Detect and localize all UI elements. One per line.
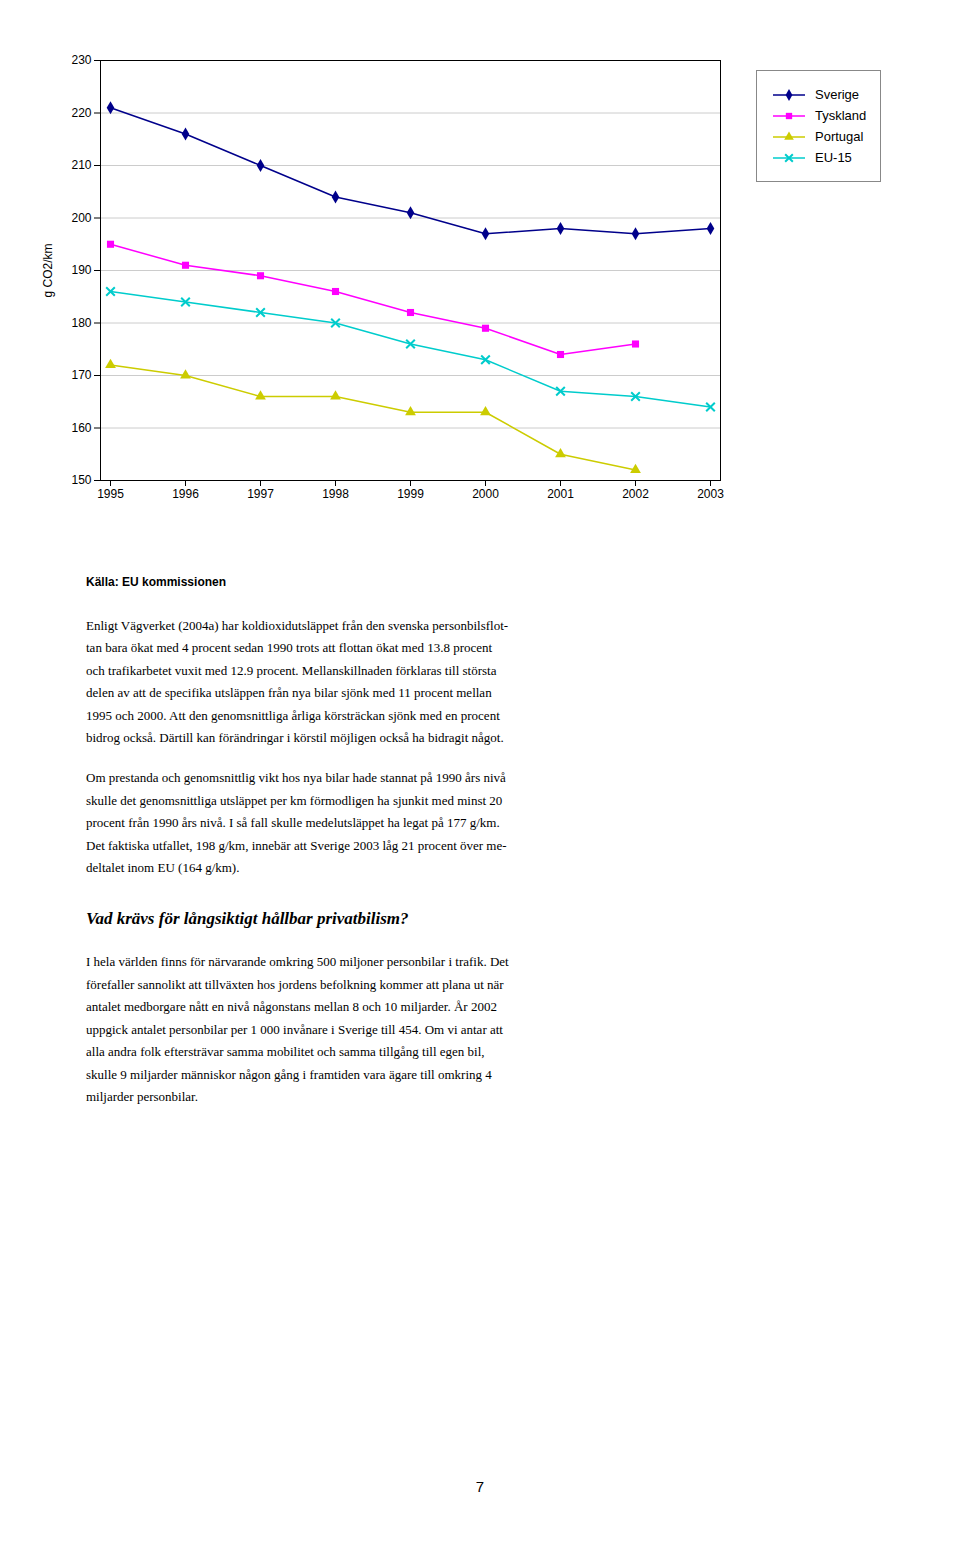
svg-text:150: 150 — [71, 473, 91, 487]
html-text:Portugal: Portugal — [815, 129, 864, 144]
html-text:Om prestanda och genomsnittlig: Om prestanda och genomsnittlig vikt hos … — [86, 770, 506, 786]
html-text:7: 7 — [475, 1478, 485, 1495]
html-text:antalet medborgare nått en niv: antalet medborgare nått en nivå någonsta… — [86, 999, 497, 1015]
svg-text:1996: 1996 — [172, 487, 199, 501]
html-text:uppgick antalet personbilar pe: uppgick antalet personbilar per 1 000 in… — [86, 1021, 503, 1037]
svg-text:2003: 2003 — [697, 487, 724, 501]
svg-text:2001: 2001 — [547, 487, 574, 501]
svg-text:230: 230 — [71, 53, 91, 67]
html-text:Vad krävs för långsiktigt håll: Vad krävs för långsiktigt hållbar privat… — [86, 909, 409, 929]
html-text:tan bara ökat med 4 procent se: tan bara ökat med 4 procent sedan 1990 t… — [86, 640, 493, 656]
html-text:I hela världen finns för närva: I hela världen finns för närvarande omkr… — [86, 954, 509, 970]
html-text:skulle det genomsnittliga utsl: skulle det genomsnittliga utsläppet per … — [86, 792, 503, 808]
svg-text:1995: 1995 — [97, 487, 124, 501]
svg-text:170: 170 — [71, 368, 91, 382]
html-text:skulle 9 miljarder människor n: skulle 9 miljarder människor någon gång … — [86, 1066, 492, 1082]
html-text:Tyskland: Tyskland — [815, 108, 867, 123]
svg-text:210: 210 — [71, 158, 91, 172]
html-text:alla andra folk eftersträvar s: alla andra folk eftersträvar samma mobil… — [86, 1044, 485, 1060]
svg-text:160: 160 — [71, 421, 91, 435]
svg-text:g CO2/km: g CO2/km — [41, 243, 55, 297]
html-text:delen av att de specifika utsl: delen av att de specifika utsläppen från… — [86, 685, 492, 701]
html-text:förefaller sannolikt att tillv: förefaller sannolikt att tillväxten hos … — [86, 976, 504, 992]
html-text:Sverige: Sverige — [815, 87, 860, 102]
html-text:EU-15: EU-15 — [815, 150, 852, 165]
svg-text:1998: 1998 — [322, 487, 349, 501]
html-text:1995 och 2000. Att den genomsn: 1995 och 2000. Att den genomsnittliga år… — [86, 707, 500, 723]
svg-text:200: 200 — [71, 211, 91, 225]
html-text:Källa: EU kommissionen: Källa: EU kommissionen — [86, 575, 226, 589]
svg-text:220: 220 — [71, 106, 91, 120]
html-text:bidrog också. Därtill kan förä: bidrog också. Därtill kan förändringar i… — [86, 730, 504, 745]
html-text:och trafikarbetet vuxit med 12: och trafikarbetet vuxit med 12.9 procent… — [86, 662, 497, 678]
svg-text:2002: 2002 — [622, 487, 649, 501]
svg-text:1997: 1997 — [247, 487, 274, 501]
svg-text:190: 190 — [71, 263, 91, 277]
svg-text:180: 180 — [71, 316, 91, 330]
html-text:Det faktiska utfallet, 198 g/k: Det faktiska utfallet, 198 g/km, innebär… — [86, 837, 507, 853]
svg-text:1999: 1999 — [397, 487, 424, 501]
html-text:procent från 1990 års nivå. I: procent från 1990 års nivå. I så fall sk… — [86, 815, 500, 831]
html-text:Enligt Vägverket (2004a) har k: Enligt Vägverket (2004a) har koldioxidut… — [86, 618, 509, 633]
html-text:miljarder personbilar.: miljarder personbilar. — [86, 1088, 198, 1104]
html-text:deltalet inom EU (164 g/km).: deltalet inom EU (164 g/km). — [86, 860, 240, 876]
svg-text:2000: 2000 — [472, 487, 499, 501]
